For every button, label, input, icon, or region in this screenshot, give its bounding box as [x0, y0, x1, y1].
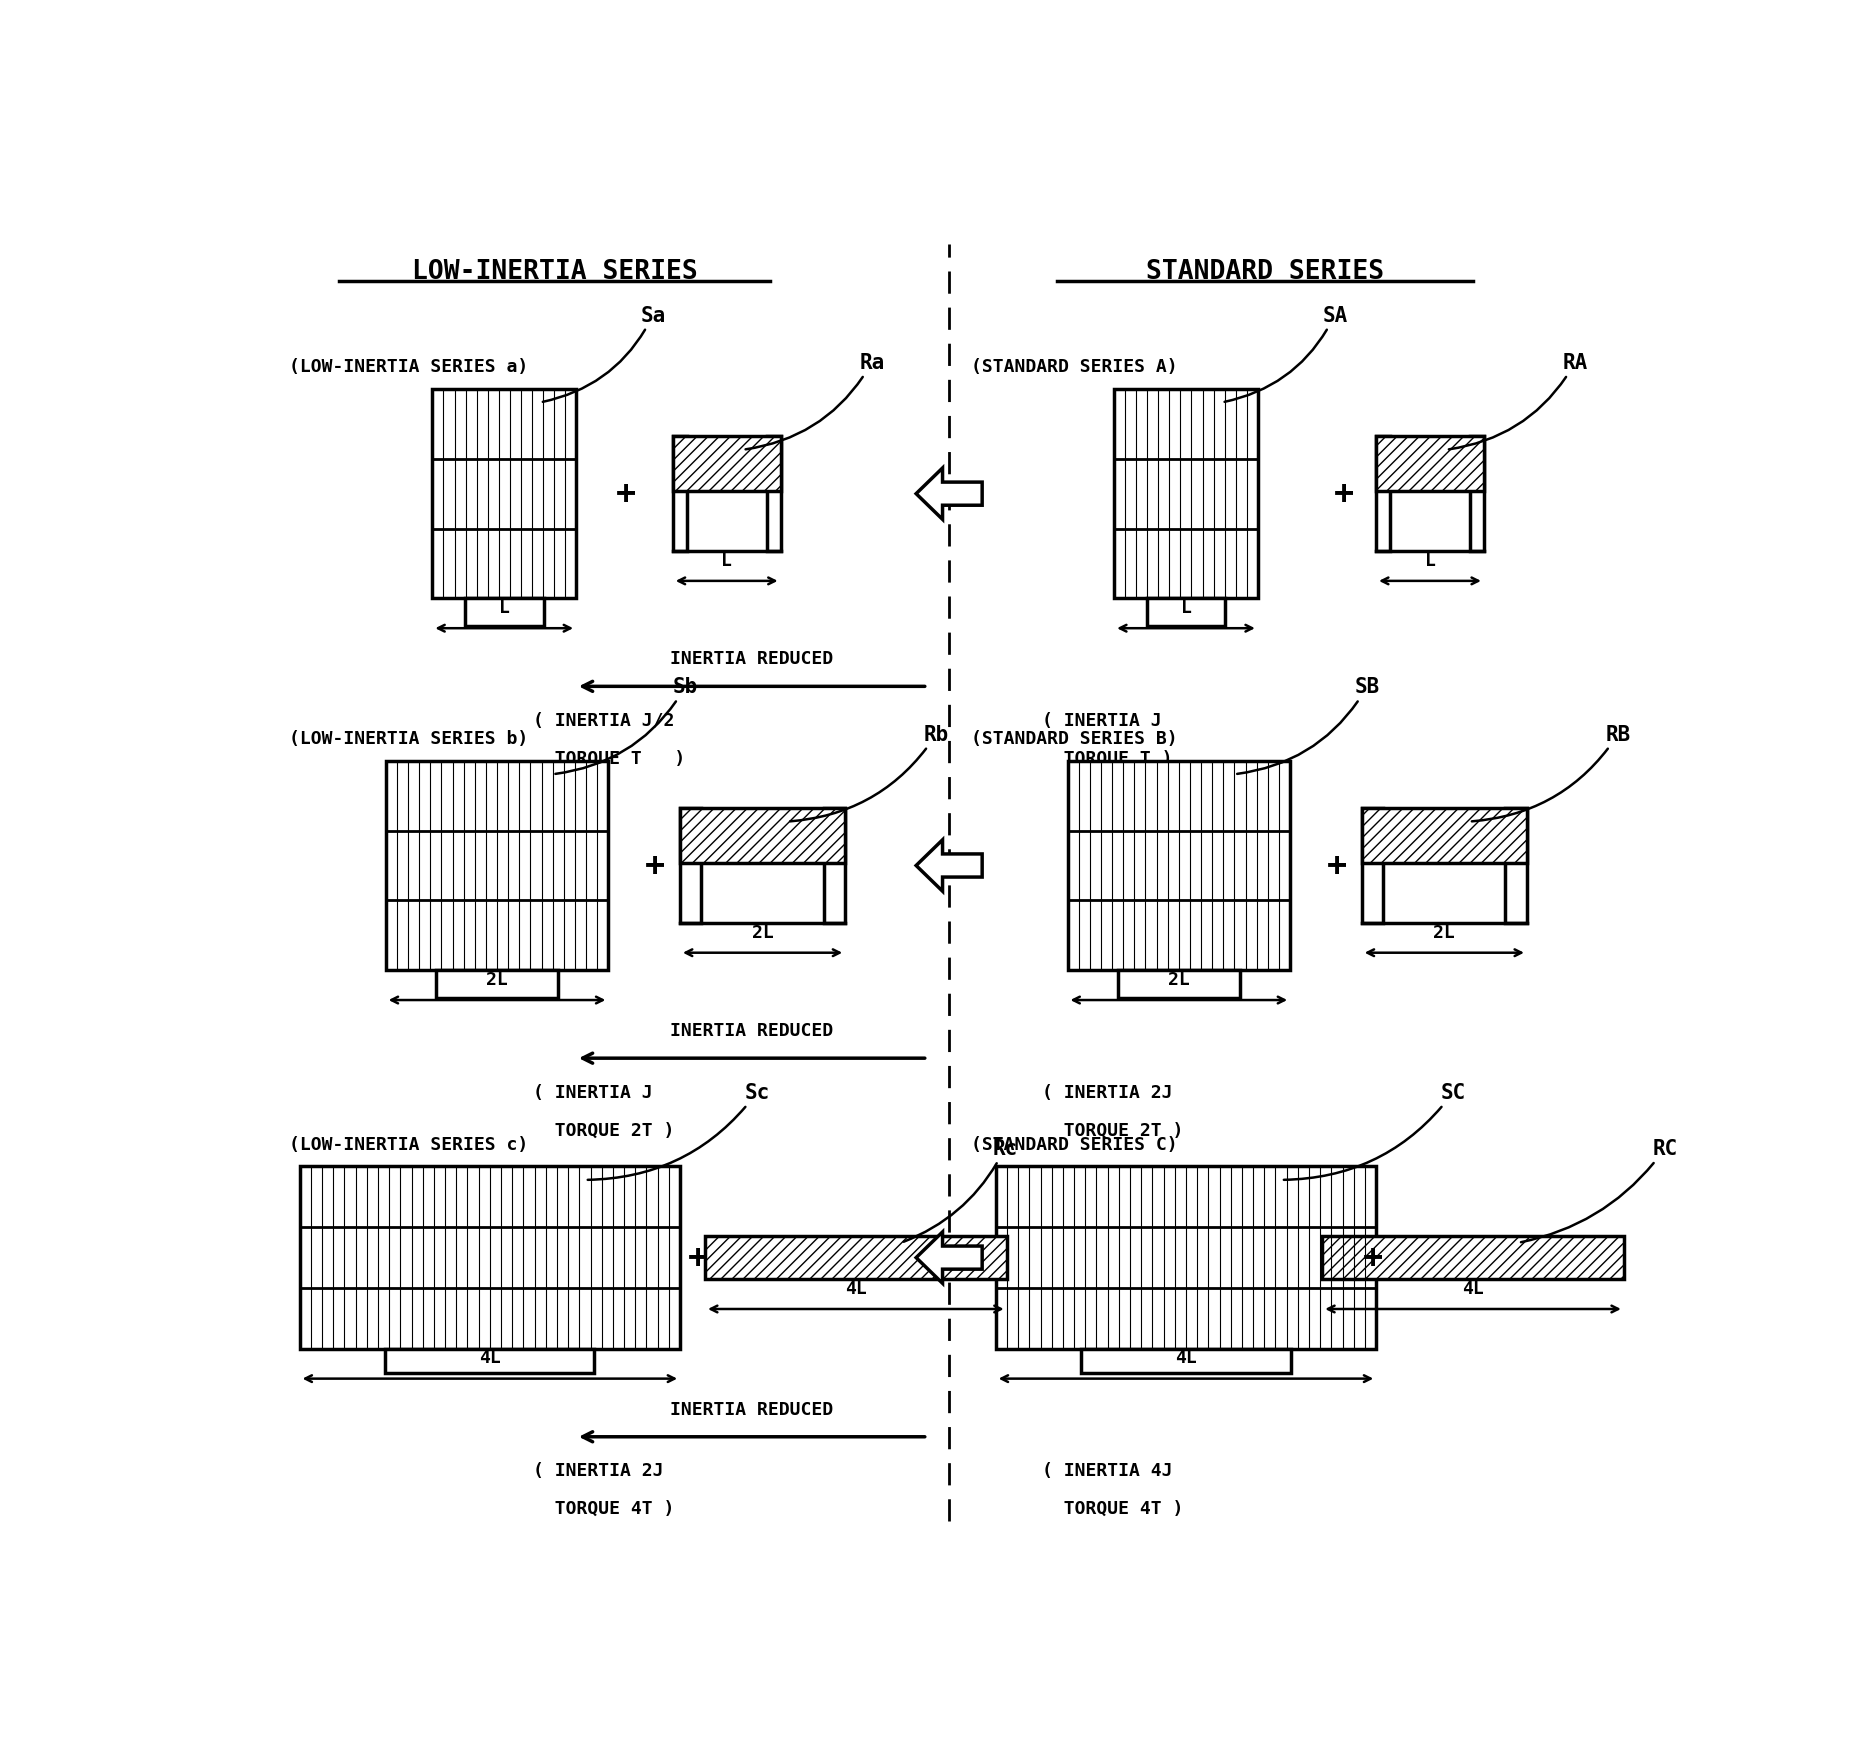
Polygon shape [917, 469, 982, 519]
Bar [1376, 437, 1391, 551]
Text: 4L: 4L [480, 1348, 500, 1367]
Text: Ra: Ra [746, 353, 885, 449]
Bar [996, 1167, 1376, 1350]
Text: TORQUE 2T ): TORQUE 2T ) [1043, 1121, 1183, 1139]
Text: INERTIA REDUCED: INERTIA REDUCED [670, 649, 833, 669]
Text: +: + [644, 849, 665, 883]
Text: RB: RB [1472, 725, 1632, 821]
Text: L: L [498, 598, 509, 616]
Text: (LOW-INERTIA SERIES b): (LOW-INERTIA SERIES b) [289, 730, 528, 748]
Text: STANDARD SERIES: STANDARD SERIES [1146, 258, 1383, 284]
Text: TORQUE 2T ): TORQUE 2T ) [533, 1121, 674, 1139]
Text: 2L: 2L [1169, 971, 1189, 988]
Bar [1117, 971, 1241, 999]
Text: ( INERTIA J: ( INERTIA J [1043, 711, 1161, 730]
Polygon shape [917, 1232, 982, 1283]
Text: L: L [720, 551, 732, 569]
Text: ( INERTIA J: ( INERTIA J [533, 1083, 652, 1100]
Text: INERTIA REDUCED: INERTIA REDUCED [670, 1021, 833, 1039]
Bar [1146, 598, 1226, 627]
Bar [435, 971, 557, 999]
Text: 4L: 4L [1463, 1279, 1483, 1297]
Bar [706, 1236, 1007, 1279]
Text: Rb: Rb [791, 725, 950, 821]
Text: +: + [617, 477, 637, 511]
Bar [385, 1350, 594, 1372]
Text: ( INERTIA 4J: ( INERTIA 4J [1043, 1462, 1172, 1479]
Text: +: + [1333, 477, 1354, 511]
Bar [1115, 390, 1258, 598]
Text: SB: SB [1237, 677, 1380, 774]
Text: TORQUE 4T ): TORQUE 4T ) [533, 1499, 674, 1516]
Text: ( INERTIA 2J: ( INERTIA 2J [1043, 1083, 1172, 1100]
Bar [465, 598, 544, 627]
Bar [1322, 1236, 1624, 1279]
Bar [1361, 809, 1526, 863]
Bar [1067, 762, 1291, 971]
Text: +: + [1326, 849, 1346, 883]
Text: RA: RA [1448, 353, 1587, 449]
Text: Sc: Sc [587, 1083, 770, 1179]
Text: Rc: Rc [904, 1139, 1017, 1243]
Text: 2L: 2L [1433, 923, 1456, 941]
Bar [1506, 809, 1526, 923]
Text: TORQUE T   ): TORQUE T ) [533, 749, 685, 767]
Text: 2L: 2L [487, 971, 507, 988]
Bar [1361, 809, 1383, 923]
Bar [672, 437, 780, 491]
Text: (LOW-INERTIA SERIES a): (LOW-INERTIA SERIES a) [289, 358, 528, 376]
Bar [680, 809, 845, 863]
Bar [300, 1167, 680, 1350]
Bar [385, 762, 607, 971]
Text: LOW-INERTIA SERIES: LOW-INERTIA SERIES [411, 258, 698, 284]
Text: L: L [1180, 598, 1191, 616]
Bar [824, 809, 845, 923]
Polygon shape [917, 841, 982, 892]
Text: (STANDARD SERIES A): (STANDARD SERIES A) [970, 358, 1178, 376]
Bar [680, 809, 702, 923]
Text: SC: SC [1283, 1083, 1467, 1179]
Text: (LOW-INERTIA SERIES c): (LOW-INERTIA SERIES c) [289, 1135, 528, 1153]
Bar [672, 437, 687, 551]
Bar [433, 390, 576, 598]
Text: +: + [687, 1241, 707, 1274]
Text: L: L [1424, 551, 1435, 569]
Text: 4L: 4L [1176, 1348, 1196, 1367]
Text: RC: RC [1520, 1139, 1678, 1243]
Text: +: + [1363, 1241, 1383, 1274]
Bar [1470, 437, 1483, 551]
Text: 2L: 2L [752, 923, 774, 941]
Text: TORQUE 4T ): TORQUE 4T ) [1043, 1499, 1183, 1516]
Text: Sb: Sb [556, 677, 698, 774]
Text: INERTIA REDUCED: INERTIA REDUCED [670, 1400, 833, 1418]
Text: ( INERTIA 2J: ( INERTIA 2J [533, 1462, 663, 1479]
Text: 4L: 4L [845, 1279, 867, 1297]
Text: ( INERTIA J/2: ( INERTIA J/2 [533, 711, 674, 730]
Text: (STANDARD SERIES C): (STANDARD SERIES C) [970, 1135, 1178, 1153]
Bar [1376, 437, 1483, 491]
Text: TORQUE T ): TORQUE T ) [1043, 749, 1172, 767]
Bar [767, 437, 780, 551]
Text: SA: SA [1224, 305, 1348, 402]
Text: (STANDARD SERIES B): (STANDARD SERIES B) [970, 730, 1178, 748]
Text: Sa: Sa [543, 305, 667, 402]
Bar [1082, 1350, 1291, 1372]
